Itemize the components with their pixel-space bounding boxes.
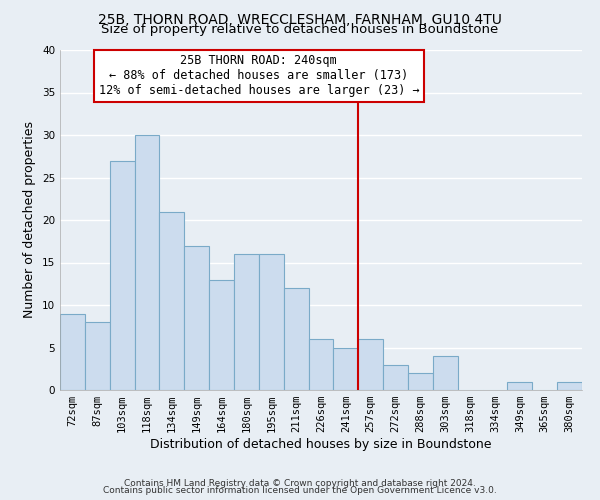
Bar: [134, 135, 160, 390]
X-axis label: Distribution of detached houses by size in Boundstone: Distribution of detached houses by size …: [150, 438, 492, 451]
Bar: [308, 339, 334, 390]
Bar: [184, 246, 209, 390]
Bar: [209, 280, 234, 390]
Bar: [508, 382, 532, 390]
Text: 25B THORN ROAD: 240sqm
← 88% of detached houses are smaller (173)
12% of semi-de: 25B THORN ROAD: 240sqm ← 88% of detached…: [98, 54, 419, 97]
Bar: [334, 348, 358, 390]
Text: Contains HM Land Registry data © Crown copyright and database right 2024.: Contains HM Land Registry data © Crown c…: [124, 478, 476, 488]
Bar: [408, 373, 433, 390]
Bar: [358, 339, 383, 390]
Bar: [433, 356, 458, 390]
Bar: [234, 254, 259, 390]
Bar: [284, 288, 308, 390]
Text: Size of property relative to detached houses in Boundstone: Size of property relative to detached ho…: [101, 22, 499, 36]
Bar: [160, 212, 184, 390]
Bar: [85, 322, 110, 390]
Text: Contains public sector information licensed under the Open Government Licence v3: Contains public sector information licen…: [103, 486, 497, 495]
Text: 25B, THORN ROAD, WRECCLESHAM, FARNHAM, GU10 4TU: 25B, THORN ROAD, WRECCLESHAM, FARNHAM, G…: [98, 12, 502, 26]
Y-axis label: Number of detached properties: Number of detached properties: [23, 122, 37, 318]
Bar: [557, 382, 582, 390]
Bar: [259, 254, 284, 390]
Bar: [60, 314, 85, 390]
Bar: [383, 364, 408, 390]
Bar: [110, 160, 134, 390]
